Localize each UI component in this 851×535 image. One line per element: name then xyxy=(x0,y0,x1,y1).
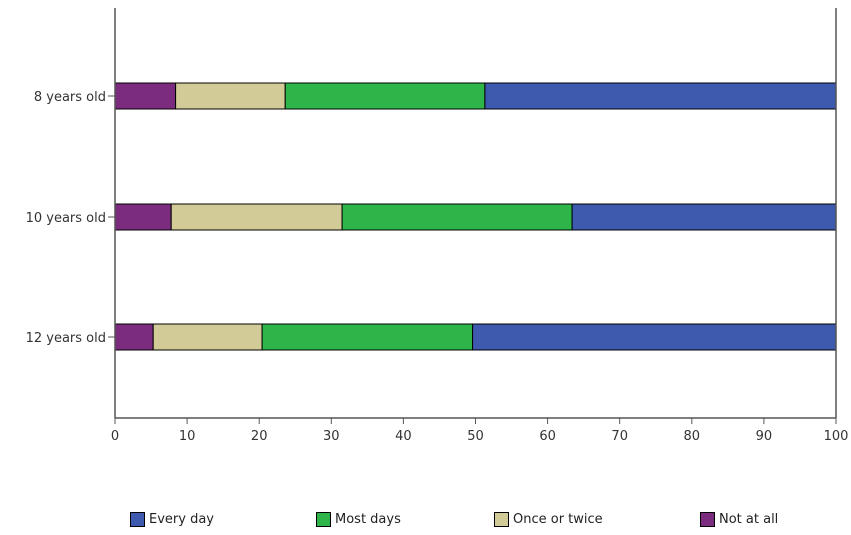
x-tick-label: 50 xyxy=(467,429,484,444)
x-tick-label: 20 xyxy=(251,429,268,444)
bar-12-years-old-not-at-all xyxy=(114,323,154,351)
bars-layer xyxy=(114,82,837,351)
legend-swatch xyxy=(316,512,331,527)
bar-8-years-old-not-at-all xyxy=(114,82,177,110)
bar-10-years-old-most-days xyxy=(341,203,573,231)
bar-8-years-old-once-or-twice xyxy=(175,82,286,110)
y-tick-label: 12 years old xyxy=(26,331,106,346)
y-tick-label: 8 years old xyxy=(34,90,106,105)
x-tick-label: 60 xyxy=(539,429,556,444)
bar-10-years-old-once-or-twice xyxy=(170,203,343,231)
legend-label: Once or twice xyxy=(513,512,603,527)
legend: Every day Most days Once or twice Not at al… xyxy=(0,512,851,534)
x-tick-label: 0 xyxy=(111,429,119,444)
bar-8-years-old-most-days xyxy=(284,82,486,110)
bar-12-years-old-most-days xyxy=(261,323,474,351)
x-tick-label: 30 xyxy=(323,429,340,444)
legend-swatch xyxy=(700,512,715,527)
legend-swatch xyxy=(494,512,509,527)
legend-item-once-or-twice: Once or twice xyxy=(494,512,603,527)
legend-swatch xyxy=(130,512,145,527)
legend-label: Every day xyxy=(149,512,214,527)
x-tick-label: 100 xyxy=(824,429,849,444)
bar-12-years-old-once-or-twice xyxy=(152,323,263,351)
bar-10-years-old-every-day xyxy=(571,203,837,231)
stacked-bar-chart: 0 10 20 30 40 50 60 70 80 90 100 8 years old 10 year… xyxy=(26,8,849,444)
legend-label: Most days xyxy=(335,512,401,527)
legend-item-not-at-all: Not at all xyxy=(700,512,778,527)
bar-12-years-old-every-day xyxy=(472,323,837,351)
bar-10-years-old-not-at-all xyxy=(114,203,172,231)
legend-label: Not at all xyxy=(719,512,779,527)
bar-8-years-old-every-day xyxy=(484,82,837,110)
legend-item-every-day: Every day xyxy=(130,512,214,527)
y-tick-label: 10 years old xyxy=(26,211,106,226)
x-tick-label: 40 xyxy=(395,429,412,444)
x-tick-label: 70 xyxy=(611,429,628,444)
legend-item-most-days: Most days xyxy=(316,512,401,527)
axes-layer: 0 10 20 30 40 50 60 70 80 90 100 8 years old 10 year… xyxy=(26,8,849,444)
x-tick-label: 80 xyxy=(684,429,701,444)
x-tick-label: 90 xyxy=(756,429,773,444)
x-tick-label: 10 xyxy=(179,429,196,444)
